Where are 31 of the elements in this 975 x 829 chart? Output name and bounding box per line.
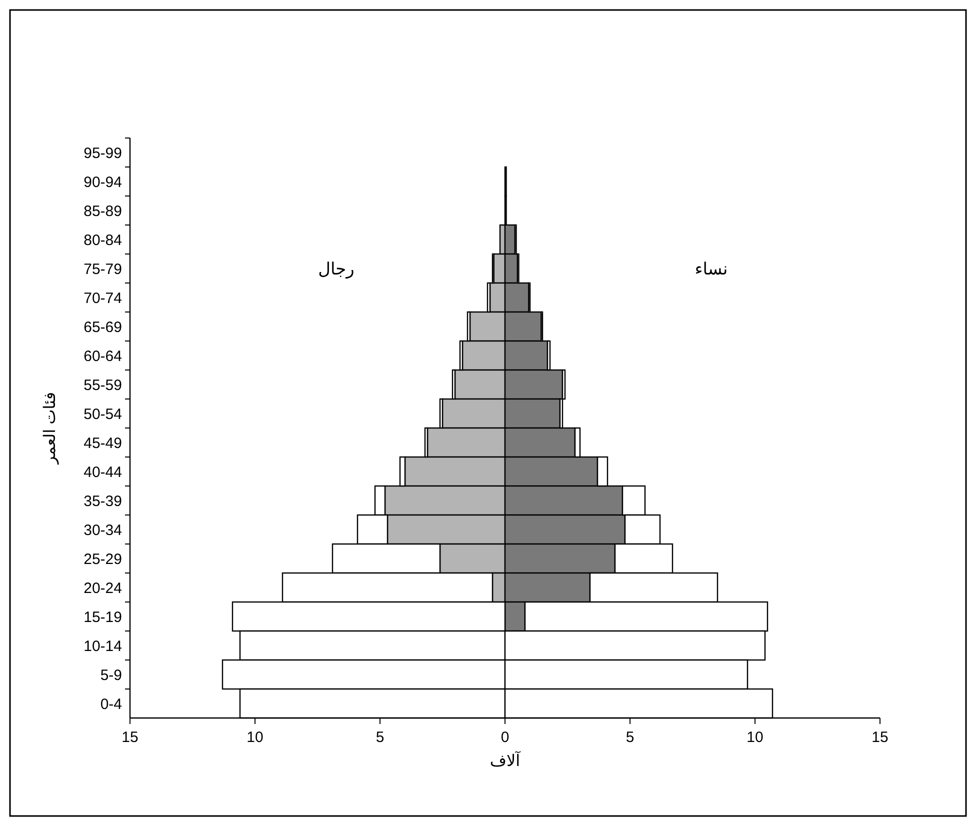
x-tick-label: 15 [122,729,138,746]
x-tick-label: 5 [376,729,384,746]
y-tick-label: 10-14 [84,638,122,655]
x-tick-label: 15 [872,729,888,746]
y-tick-label: 65-69 [84,318,122,336]
annotation: نساء [694,259,728,278]
x-tick-label: 5 [626,729,634,746]
y-tick-label: 45-49 [84,434,122,452]
y-tick-label: 50-54 [84,406,122,423]
x-axis-title: آلاف [490,750,522,770]
y-tick-label: 80-84 [84,232,122,249]
y-tick-label: 35-39 [84,492,122,510]
y-tick-label: 30-34 [84,522,122,539]
y-tick-label: 55-59 [84,376,122,394]
y-tick-label: 25-29 [84,550,122,568]
y-tick-label: 75-79 [84,260,122,278]
y-tick-label: 95-99 [84,144,122,162]
y-tick-label: 15-19 [84,608,122,626]
y-tick-label: 20-24 [84,580,122,597]
y-tick-label: 40-44 [84,464,122,481]
annotation: رجال [318,259,354,280]
x-tick-label: 10 [746,729,764,746]
x-tick-label: 10 [246,729,264,746]
x-tick-label: 0 [500,729,510,746]
y-tick-label: 60-64 [84,348,122,365]
y-tick-label: 0-4 [100,696,122,713]
y-tick-label: 85-89 [84,202,122,220]
y-tick-label: 70-74 [84,290,122,307]
y-tick-label: 5-9 [100,666,122,684]
y-axis-title: فئات العمر [42,392,59,465]
y-tick-label: 90-94 [84,174,122,191]
